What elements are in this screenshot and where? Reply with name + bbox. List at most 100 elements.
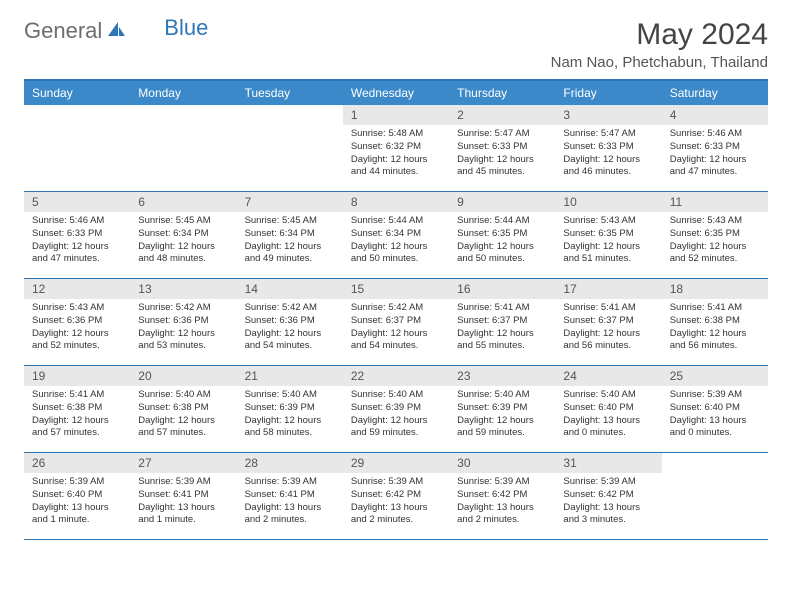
daylight-text: Daylight: 12 hours and 56 minutes.	[670, 328, 760, 354]
day-body: Sunrise: 5:46 AMSunset: 6:33 PMDaylight:…	[24, 212, 130, 272]
sunset-text: Sunset: 6:42 PM	[457, 489, 547, 502]
sunrise-text: Sunrise: 5:39 AM	[670, 389, 760, 402]
sunrise-text: Sunrise: 5:43 AM	[670, 215, 760, 228]
logo: General Blue	[24, 18, 208, 44]
daylight-text: Daylight: 12 hours and 46 minutes.	[563, 154, 653, 180]
day-cell	[24, 105, 130, 191]
daylight-text: Daylight: 12 hours and 59 minutes.	[351, 415, 441, 441]
day-number: 19	[24, 366, 130, 386]
day-body: Sunrise: 5:45 AMSunset: 6:34 PMDaylight:…	[237, 212, 343, 272]
day-cell	[662, 453, 768, 539]
day-cell: 21Sunrise: 5:40 AMSunset: 6:39 PMDayligh…	[237, 366, 343, 452]
day-cell: 9Sunrise: 5:44 AMSunset: 6:35 PMDaylight…	[449, 192, 555, 278]
day-number: 5	[24, 192, 130, 212]
day-body: Sunrise: 5:39 AMSunset: 6:42 PMDaylight:…	[555, 473, 661, 533]
day-body: Sunrise: 5:39 AMSunset: 6:42 PMDaylight:…	[449, 473, 555, 533]
day-body: Sunrise: 5:40 AMSunset: 6:38 PMDaylight:…	[130, 386, 236, 446]
day-number	[24, 105, 130, 111]
sunset-text: Sunset: 6:36 PM	[138, 315, 228, 328]
sunset-text: Sunset: 6:35 PM	[670, 228, 760, 241]
day-body: Sunrise: 5:44 AMSunset: 6:35 PMDaylight:…	[449, 212, 555, 272]
day-body: Sunrise: 5:42 AMSunset: 6:36 PMDaylight:…	[130, 299, 236, 359]
day-body: Sunrise: 5:42 AMSunset: 6:37 PMDaylight:…	[343, 299, 449, 359]
day-body: Sunrise: 5:44 AMSunset: 6:34 PMDaylight:…	[343, 212, 449, 272]
sunset-text: Sunset: 6:34 PM	[351, 228, 441, 241]
daylight-text: Daylight: 13 hours and 0 minutes.	[670, 415, 760, 441]
daylight-text: Daylight: 12 hours and 57 minutes.	[32, 415, 122, 441]
day-cell: 1Sunrise: 5:48 AMSunset: 6:32 PMDaylight…	[343, 105, 449, 191]
day-body: Sunrise: 5:48 AMSunset: 6:32 PMDaylight:…	[343, 125, 449, 185]
sunrise-text: Sunrise: 5:42 AM	[138, 302, 228, 315]
sunset-text: Sunset: 6:41 PM	[138, 489, 228, 502]
day-cell: 4Sunrise: 5:46 AMSunset: 6:33 PMDaylight…	[662, 105, 768, 191]
day-cell: 24Sunrise: 5:40 AMSunset: 6:40 PMDayligh…	[555, 366, 661, 452]
week-row: 5Sunrise: 5:46 AMSunset: 6:33 PMDaylight…	[24, 192, 768, 279]
sunrise-text: Sunrise: 5:48 AM	[351, 128, 441, 141]
sunrise-text: Sunrise: 5:44 AM	[351, 215, 441, 228]
day-cell: 11Sunrise: 5:43 AMSunset: 6:35 PMDayligh…	[662, 192, 768, 278]
sunset-text: Sunset: 6:39 PM	[351, 402, 441, 415]
day-cell: 14Sunrise: 5:42 AMSunset: 6:36 PMDayligh…	[237, 279, 343, 365]
sunrise-text: Sunrise: 5:46 AM	[32, 215, 122, 228]
daylight-text: Daylight: 12 hours and 48 minutes.	[138, 241, 228, 267]
day-number: 20	[130, 366, 236, 386]
sunset-text: Sunset: 6:40 PM	[670, 402, 760, 415]
daylight-text: Daylight: 12 hours and 51 minutes.	[563, 241, 653, 267]
day-number: 17	[555, 279, 661, 299]
day-number: 8	[343, 192, 449, 212]
sunrise-text: Sunrise: 5:41 AM	[457, 302, 547, 315]
day-number: 2	[449, 105, 555, 125]
sunset-text: Sunset: 6:37 PM	[457, 315, 547, 328]
day-body: Sunrise: 5:41 AMSunset: 6:38 PMDaylight:…	[24, 386, 130, 446]
day-cell: 18Sunrise: 5:41 AMSunset: 6:38 PMDayligh…	[662, 279, 768, 365]
day-cell: 16Sunrise: 5:41 AMSunset: 6:37 PMDayligh…	[449, 279, 555, 365]
day-body: Sunrise: 5:43 AMSunset: 6:36 PMDaylight:…	[24, 299, 130, 359]
sunset-text: Sunset: 6:39 PM	[457, 402, 547, 415]
day-cell: 13Sunrise: 5:42 AMSunset: 6:36 PMDayligh…	[130, 279, 236, 365]
sunrise-text: Sunrise: 5:41 AM	[563, 302, 653, 315]
sunrise-text: Sunrise: 5:43 AM	[32, 302, 122, 315]
day-header-sun: Sunday	[24, 81, 130, 105]
sunset-text: Sunset: 6:34 PM	[138, 228, 228, 241]
sunset-text: Sunset: 6:41 PM	[245, 489, 335, 502]
day-cell: 12Sunrise: 5:43 AMSunset: 6:36 PMDayligh…	[24, 279, 130, 365]
day-cell	[237, 105, 343, 191]
sunset-text: Sunset: 6:32 PM	[351, 141, 441, 154]
day-number: 30	[449, 453, 555, 473]
day-cell: 30Sunrise: 5:39 AMSunset: 6:42 PMDayligh…	[449, 453, 555, 539]
sunrise-text: Sunrise: 5:39 AM	[138, 476, 228, 489]
daylight-text: Daylight: 12 hours and 44 minutes.	[351, 154, 441, 180]
sunset-text: Sunset: 6:38 PM	[32, 402, 122, 415]
sunset-text: Sunset: 6:42 PM	[563, 489, 653, 502]
day-number: 29	[343, 453, 449, 473]
day-body: Sunrise: 5:42 AMSunset: 6:36 PMDaylight:…	[237, 299, 343, 359]
day-cell: 25 Sunrise: 5:39 AMSunset: 6:40 PMDayligh…	[662, 366, 768, 452]
day-body: Sunrise: 5:40 AMSunset: 6:39 PMDaylight:…	[449, 386, 555, 446]
day-cell: 5Sunrise: 5:46 AMSunset: 6:33 PMDaylight…	[24, 192, 130, 278]
day-cell: 28Sunrise: 5:39 AMSunset: 6:41 PMDayligh…	[237, 453, 343, 539]
day-number: 6	[130, 192, 236, 212]
day-number: 25	[662, 366, 768, 386]
header: General Blue May 2024 Nam Nao, Phetchabu…	[24, 18, 768, 71]
day-body: Sunrise: 5:40 AMSunset: 6:40 PMDaylight:…	[555, 386, 661, 446]
day-number: 11	[662, 192, 768, 212]
daylight-text: Daylight: 12 hours and 47 minutes.	[670, 154, 760, 180]
daylight-text: Daylight: 13 hours and 2 minutes.	[245, 502, 335, 528]
title-block: May 2024 Nam Nao, Phetchabun, Thailand	[551, 18, 768, 71]
daylight-text: Daylight: 13 hours and 1 minute.	[32, 502, 122, 528]
day-cell: 22Sunrise: 5:40 AMSunset: 6:39 PMDayligh…	[343, 366, 449, 452]
sunrise-text: Sunrise: 5:46 AM	[670, 128, 760, 141]
day-cell: 3Sunrise: 5:47 AMSunset: 6:33 PMDaylight…	[555, 105, 661, 191]
day-cell: 6Sunrise: 5:45 AMSunset: 6:34 PMDaylight…	[130, 192, 236, 278]
day-body: Sunrise: 5:43 AMSunset: 6:35 PMDaylight:…	[555, 212, 661, 272]
day-header-fri: Friday	[555, 81, 661, 105]
day-number: 28	[237, 453, 343, 473]
day-number: 16	[449, 279, 555, 299]
sunrise-text: Sunrise: 5:44 AM	[457, 215, 547, 228]
calendar: Sunday Monday Tuesday Wednesday Thursday…	[24, 79, 768, 540]
day-number	[130, 105, 236, 111]
sunset-text: Sunset: 6:36 PM	[245, 315, 335, 328]
sunset-text: Sunset: 6:38 PM	[138, 402, 228, 415]
sunset-text: Sunset: 6:37 PM	[351, 315, 441, 328]
week-row: 12Sunrise: 5:43 AMSunset: 6:36 PMDayligh…	[24, 279, 768, 366]
